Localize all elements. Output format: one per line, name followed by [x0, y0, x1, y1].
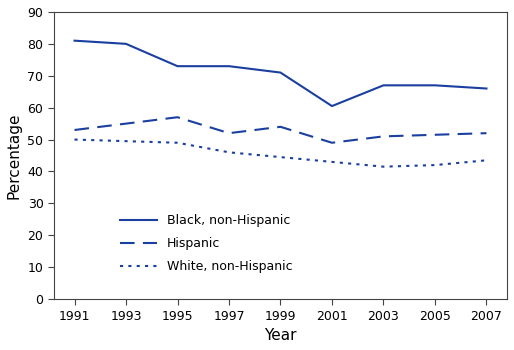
Black, non-Hispanic [123, 42, 129, 46]
Black, non-Hispanic [432, 83, 438, 88]
White, non-Hispanic [174, 141, 180, 145]
Hispanic [380, 134, 387, 139]
Hispanic [71, 128, 78, 132]
Black, non-Hispanic [278, 70, 284, 75]
White, non-Hispanic [380, 164, 387, 169]
Hispanic [226, 131, 232, 135]
Black, non-Hispanic [483, 86, 489, 91]
Hispanic [123, 121, 129, 126]
White, non-Hispanic [278, 155, 284, 159]
White, non-Hispanic [226, 150, 232, 154]
White, non-Hispanic [432, 163, 438, 167]
Hispanic [174, 115, 180, 119]
Hispanic [278, 125, 284, 129]
Y-axis label: Percentage: Percentage [7, 112, 22, 199]
White, non-Hispanic [329, 160, 335, 164]
Legend: Black, non-Hispanic, Hispanic, White, non-Hispanic: Black, non-Hispanic, Hispanic, White, no… [115, 210, 298, 279]
Line: White, non-Hispanic: White, non-Hispanic [75, 140, 486, 167]
Line: Black, non-Hispanic: Black, non-Hispanic [75, 41, 486, 106]
Hispanic [432, 133, 438, 137]
Hispanic [329, 141, 335, 145]
Line: Hispanic: Hispanic [75, 117, 486, 143]
X-axis label: Year: Year [264, 328, 297, 343]
White, non-Hispanic [483, 158, 489, 162]
Black, non-Hispanic [71, 38, 78, 43]
Black, non-Hispanic [329, 104, 335, 108]
Black, non-Hispanic [174, 64, 180, 68]
Hispanic [483, 131, 489, 135]
White, non-Hispanic [71, 138, 78, 142]
Black, non-Hispanic [226, 64, 232, 68]
White, non-Hispanic [123, 139, 129, 143]
Black, non-Hispanic [380, 83, 387, 88]
